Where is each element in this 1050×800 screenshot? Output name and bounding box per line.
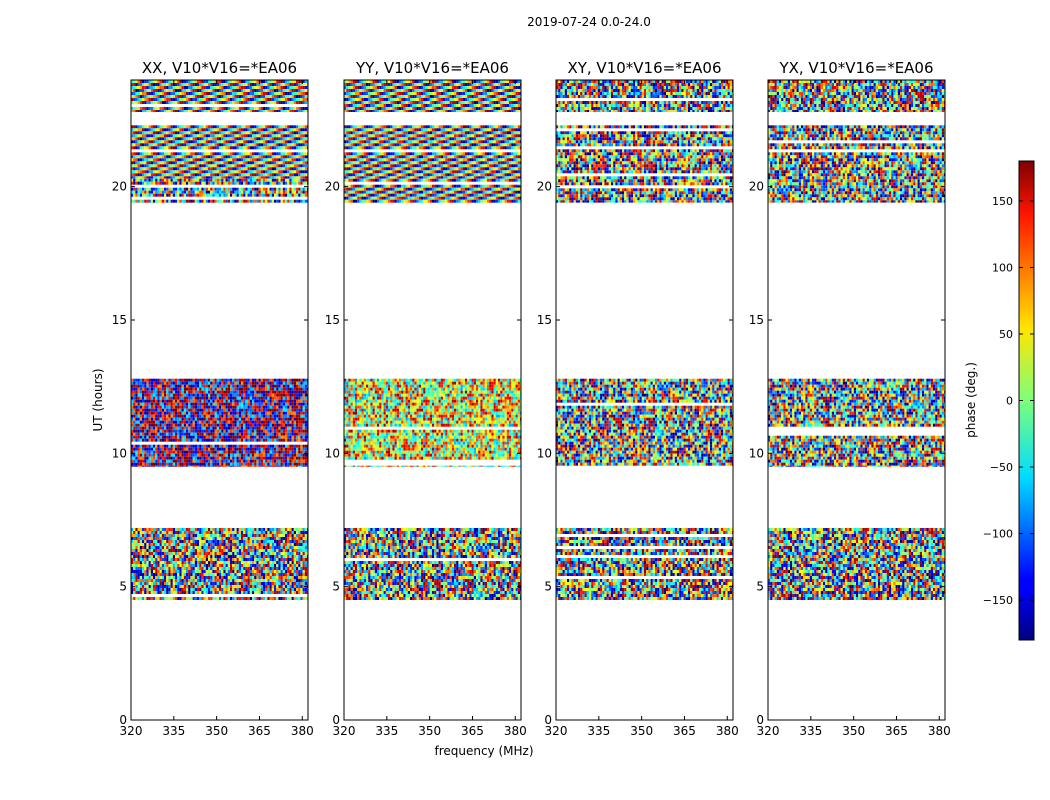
y-tick-label: 10 <box>749 446 764 460</box>
colorbar-label: phase (deg.) <box>964 362 978 438</box>
x-tick-label: 320 <box>120 724 143 738</box>
y-tick-label: 10 <box>112 446 127 460</box>
colorbar-tick-label: 150 <box>992 195 1013 208</box>
colorbar: 150 100 50 0 −50 −100 −150 phase (deg.) <box>964 161 1034 640</box>
x-tick-label: 350 <box>205 724 228 738</box>
panel-title: YY, V10*V16=*EA06 <box>355 59 509 77</box>
x-tick-label: 320 <box>545 724 568 738</box>
colorbar-tick-label: 100 <box>992 261 1013 274</box>
y-tick-label: 15 <box>749 313 764 327</box>
x-tick-label: 335 <box>587 724 610 738</box>
colorbar-tick-label: 0 <box>1006 395 1013 408</box>
y-tick-label: 5 <box>544 580 552 594</box>
panel-title: YX, V10*V16=*EA06 <box>778 59 933 77</box>
x-tick-label: 320 <box>757 724 780 738</box>
x-tick-label: 320 <box>333 724 356 738</box>
y-tick-label: 5 <box>119 580 127 594</box>
y-tick-label: 15 <box>112 313 127 327</box>
x-tick-label: 365 <box>673 724 696 738</box>
y-tick-label: 10 <box>325 446 340 460</box>
panel-title: XX, V10*V16=*EA06 <box>142 59 297 77</box>
y-tick-label: 10 <box>537 446 552 460</box>
x-tick-label: 365 <box>461 724 484 738</box>
colorbar-tick-label: −50 <box>990 461 1013 474</box>
x-tick-label: 365 <box>248 724 271 738</box>
x-tick-label: 365 <box>885 724 908 738</box>
panel-title: XY, V10*V16=*EA06 <box>567 59 721 77</box>
y-tick-label: 20 <box>537 180 552 194</box>
x-tick-label: 380 <box>291 724 314 738</box>
colorbar-tick-label: −100 <box>983 528 1013 541</box>
figure: 2019-07-24 0.0-24.0 UT (hours) frequency… <box>0 0 1050 800</box>
figure-title: 2019-07-24 0.0-24.0 <box>527 15 651 29</box>
x-tick-label: 350 <box>842 724 865 738</box>
x-tick-label: 335 <box>799 724 822 738</box>
colorbar-tick-label: −150 <box>983 594 1013 607</box>
x-tick-label: 335 <box>375 724 398 738</box>
x-axis-label: frequency (MHz) <box>434 744 533 758</box>
y-tick-label: 15 <box>325 313 340 327</box>
y-tick-label: 5 <box>332 580 340 594</box>
x-tick-label: 350 <box>630 724 653 738</box>
y-tick-label: 15 <box>537 313 552 327</box>
y-tick-label: 20 <box>112 180 127 194</box>
x-tick-label: 380 <box>504 724 527 738</box>
colorbar-tick-label: 50 <box>999 328 1013 341</box>
y-tick-label: 5 <box>756 580 764 594</box>
x-tick-label: 335 <box>162 724 185 738</box>
y-tick-label: 20 <box>325 180 340 194</box>
x-tick-label: 380 <box>716 724 739 738</box>
y-tick-label: 20 <box>749 180 764 194</box>
x-tick-label: 350 <box>418 724 441 738</box>
x-tick-label: 380 <box>928 724 951 738</box>
y-axis-label: UT (hours) <box>91 368 105 431</box>
